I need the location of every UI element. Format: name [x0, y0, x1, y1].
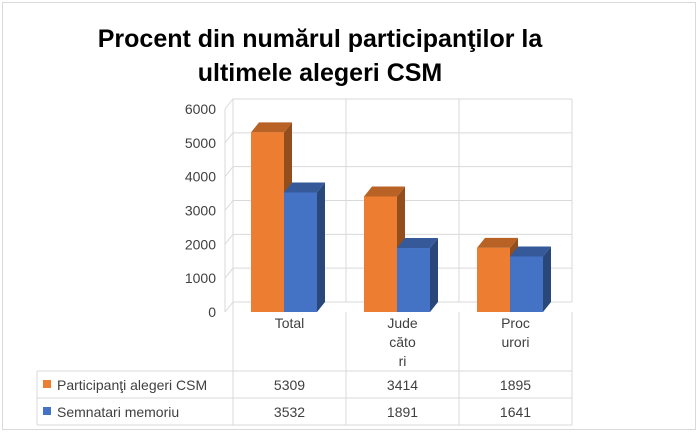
bar-top	[397, 238, 438, 249]
x-tick-label: Jude	[387, 315, 418, 331]
table-value: 3532	[274, 404, 305, 420]
chart-title-line-1: Procent din numărul participanţilor la	[97, 25, 543, 53]
bar-top	[510, 246, 551, 257]
bar	[364, 196, 397, 312]
table-value: 1895	[500, 377, 531, 393]
y-tick-label: 1000	[185, 270, 216, 286]
chart-frame	[2, 2, 696, 430]
bar-top	[477, 237, 518, 248]
table-value: 1641	[500, 404, 531, 420]
y-tick-label: 4000	[185, 169, 216, 185]
legend-key	[43, 380, 51, 388]
bar	[397, 248, 430, 312]
x-tick-label: ri	[399, 353, 407, 369]
y-tick-label: 3000	[185, 203, 216, 219]
legend-label: Participanţi alegeri CSM	[57, 377, 207, 393]
chart-title: Procent din numărul participanţilor la u…	[40, 22, 600, 90]
bar-top	[284, 182, 325, 193]
chart-title-line-2: ultimele alegeri CSM	[197, 59, 443, 87]
y-tick-label: 6000	[185, 101, 216, 117]
table-value: 5309	[274, 377, 305, 393]
bar	[251, 132, 284, 312]
table-value: 1891	[387, 404, 418, 420]
bar-side	[543, 246, 551, 312]
y-tick-label: 0	[208, 304, 216, 320]
bar-side	[430, 238, 438, 312]
x-tick-label: urori	[501, 334, 529, 350]
table-value: 3414	[387, 377, 418, 393]
x-tick-label: Proc	[501, 315, 530, 331]
x-tick-label: Total	[275, 315, 305, 331]
bar	[510, 256, 543, 312]
bar-side	[317, 182, 325, 312]
x-tick-label: căto	[389, 334, 416, 350]
bar	[477, 247, 510, 312]
gridline	[224, 98, 572, 110]
bar-top	[364, 186, 405, 197]
y-tick-label: 2000	[185, 236, 216, 252]
y-tick-label: 5000	[185, 135, 216, 151]
bar-top	[251, 122, 292, 133]
legend-key	[43, 407, 51, 415]
legend-label: Semnatari memoriu	[57, 404, 179, 420]
bar	[284, 192, 317, 312]
